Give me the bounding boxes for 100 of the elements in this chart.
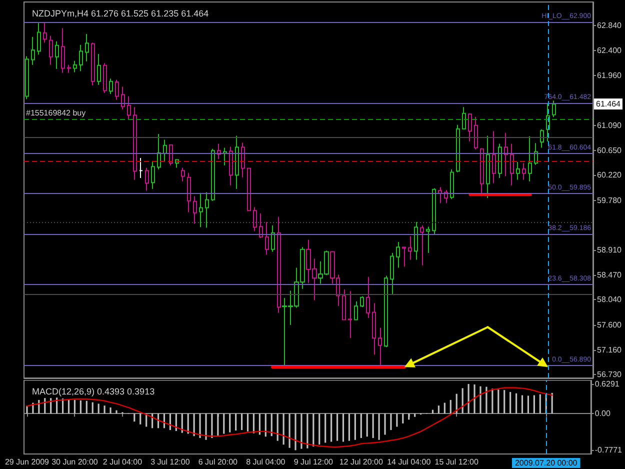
- candlestick: [205, 192, 209, 228]
- candlestick: [450, 168, 454, 200]
- candlestick: [31, 36, 35, 66]
- line-series: [26, 387, 553, 448]
- candlestick: [354, 300, 358, 321]
- candlestick: [259, 212, 263, 238]
- candlestick: [462, 106, 466, 130]
- y-tick-label: -0.7771: [594, 446, 623, 455]
- candlestick: [235, 135, 239, 190]
- candlestick: [247, 167, 251, 212]
- candlestick: [402, 246, 406, 268]
- candlestick: [265, 222, 269, 256]
- candlestick: [115, 79, 119, 100]
- candlestick: [408, 236, 412, 260]
- candlestick: [181, 167, 185, 182]
- candlestick: [390, 252, 394, 296]
- x-tick-label: 14 Jul 04:00: [387, 458, 432, 466]
- candlestick: [528, 136, 532, 182]
- annotation: 61.464: [596, 100, 622, 109]
- candlestick: [271, 224, 275, 252]
- y-tick-label: 0.00: [594, 409, 611, 418]
- y-tick-label: 62.400: [597, 46, 622, 56]
- y-tick-label: 58.470: [597, 270, 622, 280]
- candlestick: [378, 327, 382, 366]
- x-tick-label: 6 Jul 20:00: [198, 458, 238, 466]
- candlestick: [241, 142, 245, 178]
- candlestick: [37, 22, 41, 56]
- candlestick: [163, 139, 167, 162]
- x-tick-label: 29 Jun 2009: [4, 458, 50, 466]
- candlestick: [456, 124, 460, 173]
- candlestick: [97, 54, 101, 86]
- candlestick: [432, 188, 436, 236]
- candlestick: [480, 148, 484, 194]
- candlestick: [420, 224, 424, 266]
- x-tick-label: 9 Jul 12:00: [294, 458, 334, 466]
- candlestick: [49, 35, 53, 66]
- x-tick-label: 2009.07.20 00:00: [514, 458, 578, 468]
- candlestick: [43, 22, 47, 44]
- candlestick: [73, 60, 77, 73]
- candlestick: [151, 160, 155, 190]
- x-tick-label: 8 Jul 04:00: [246, 458, 286, 466]
- candlestick: [426, 226, 430, 254]
- x-tick-label: 2 Jul 04:00: [102, 458, 143, 466]
- candlestick: [223, 147, 227, 166]
- candlestick: [396, 242, 400, 268]
- candlestick: [109, 78, 113, 94]
- y-tick-label: 0.6291: [594, 380, 620, 388]
- candlestick: [79, 44, 83, 72]
- candlestick: [199, 192, 203, 228]
- x-tick-label: 15 Jul 12:00: [434, 458, 479, 466]
- candlestick: [360, 296, 364, 308]
- y-tick-label: 58.910: [597, 246, 622, 254]
- candlestick: [552, 100, 556, 118]
- y-tick-label: 57.600: [597, 320, 622, 330]
- candlestick: [157, 134, 161, 170]
- y-tick-label: 61.090: [597, 120, 622, 130]
- candlestick: [468, 112, 472, 142]
- ref-line-label: #155169842 buy: [26, 108, 86, 118]
- candlestick: [61, 28, 65, 74]
- candlestick: [486, 135, 490, 198]
- candlestick: [127, 96, 131, 120]
- candlestick: [498, 143, 502, 178]
- y-tick-label: 60.650: [597, 146, 622, 156]
- candlestick: [229, 146, 233, 186]
- candlestick: [342, 288, 346, 321]
- candlestick: [193, 196, 197, 224]
- candlestick: [121, 86, 125, 110]
- candlestick: [414, 222, 418, 260]
- candlestick: [55, 40, 59, 70]
- y-tick-label: 58.040: [597, 295, 622, 304]
- candlestick: [540, 128, 544, 148]
- candlestick: [366, 276, 370, 318]
- y-tick-label: 61.960: [597, 71, 622, 80]
- candlestick: [139, 158, 143, 178]
- y-tick-label: 60.220: [597, 170, 622, 180]
- y-tick-label: 56.730: [597, 370, 622, 380]
- y-tick-label: 57.160: [597, 346, 622, 354]
- candlestick: [384, 275, 388, 348]
- candlestick: [516, 162, 520, 180]
- candlestick: [103, 62, 107, 94]
- candlestick: [522, 162, 526, 180]
- candlestick: [67, 64, 71, 74]
- x-tick-label: 12 Jul 20:00: [339, 458, 384, 466]
- candlestick: [253, 206, 257, 232]
- candlestick: [504, 132, 508, 177]
- candlestick: [91, 42, 95, 86]
- x-tick-label: 30 Jun 20:00: [52, 458, 98, 466]
- candlestick: [348, 290, 352, 338]
- candlestick: [133, 106, 137, 180]
- y-tick-label: 62.840: [597, 20, 622, 30]
- text: NZDJPYm,H4 61.276 61.525 61.235 61.464: [32, 8, 209, 18]
- candlestick: [211, 148, 215, 202]
- candlestick: [438, 186, 442, 204]
- candlestick: [492, 130, 496, 184]
- candlestick: [474, 116, 478, 150]
- candlestick: [85, 34, 89, 62]
- candlestick: [187, 172, 191, 213]
- candlestick: [372, 302, 376, 356]
- text: MACD(12,26,9) 0.4393 0.3913: [32, 386, 155, 396]
- candlestick: [145, 167, 149, 192]
